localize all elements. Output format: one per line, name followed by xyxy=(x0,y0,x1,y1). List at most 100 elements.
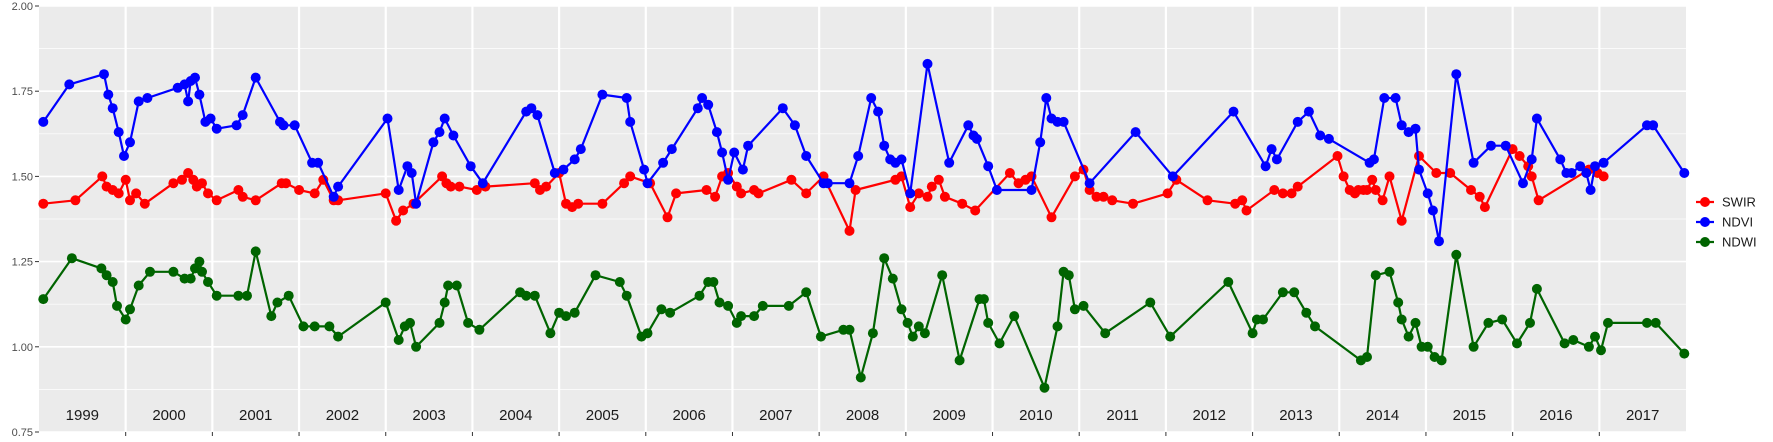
ndvi-point xyxy=(1486,140,1496,151)
swir-point xyxy=(398,205,409,216)
swir-point xyxy=(597,198,608,209)
ndvi-point xyxy=(333,181,344,192)
ndvi-point xyxy=(64,79,75,90)
swir-point xyxy=(113,188,124,199)
year-label: 2005 xyxy=(586,407,619,424)
ndvi-point xyxy=(1575,161,1586,172)
ndwi-point xyxy=(529,290,540,301)
ndvi-point xyxy=(1228,106,1239,117)
ndvi-point xyxy=(844,178,855,189)
ndvi-point xyxy=(1414,164,1424,175)
ndvi-point xyxy=(1130,127,1141,138)
ndvi-point xyxy=(658,157,669,168)
ndwi-point xyxy=(443,280,454,291)
ndwi-point xyxy=(112,300,122,311)
ndvi-point xyxy=(1555,154,1566,165)
year-label: 2011 xyxy=(1106,407,1138,424)
ndwi-point xyxy=(203,277,213,287)
ndwi-point xyxy=(463,317,474,328)
year-label: 1999 xyxy=(66,407,99,424)
ndwi-point xyxy=(439,297,450,308)
swir-point xyxy=(1445,168,1456,178)
ndwi-point xyxy=(1289,287,1300,298)
year-label: 2001 xyxy=(239,407,272,424)
ndvi-point xyxy=(873,106,884,117)
ndwi-point xyxy=(614,277,625,287)
ndwi-point xyxy=(242,290,252,301)
ndwi-point xyxy=(978,294,989,305)
swir-point xyxy=(1370,185,1381,195)
ndwi-point xyxy=(283,290,294,301)
ndwi-point xyxy=(298,321,309,332)
swir-point xyxy=(1162,188,1173,199)
swir-point xyxy=(70,195,81,206)
ndvi-point xyxy=(822,178,833,189)
ndwi-point xyxy=(937,270,948,281)
swir-point xyxy=(1269,185,1280,195)
year-label: 2015 xyxy=(1453,407,1486,424)
ndvi-point xyxy=(1058,116,1069,127)
grid-lines xyxy=(39,5,1686,433)
swir-point xyxy=(131,188,142,199)
swir-point xyxy=(454,181,465,192)
ndwi-point xyxy=(145,266,155,277)
ndwi-point xyxy=(1310,321,1320,332)
ndvi-point xyxy=(963,120,974,131)
swir-point xyxy=(736,188,747,199)
ndwi-point xyxy=(1052,321,1063,332)
swir-point xyxy=(1466,185,1476,195)
ndvi-point xyxy=(1590,161,1600,172)
ndvi-point xyxy=(723,174,734,185)
year-labels: 1999 2000 2001 2002 2003 2004 2005 2006 2007 2008… xyxy=(66,407,1660,424)
ndvi-point xyxy=(183,96,194,107)
ndvi-point xyxy=(575,144,586,155)
ndwi-point xyxy=(1483,317,1494,328)
ndwi-point xyxy=(590,270,601,281)
swir-point xyxy=(1533,195,1544,206)
ndwi-point xyxy=(1100,328,1111,339)
ndvi-point xyxy=(38,116,49,127)
ndwi-point xyxy=(1039,382,1050,393)
legend-label: SWIR xyxy=(1722,195,1756,210)
ndvi-point xyxy=(1648,120,1659,131)
ndvi-point xyxy=(1396,120,1407,131)
ndvi-point xyxy=(1323,133,1334,144)
swir-point xyxy=(203,188,213,199)
series-layer xyxy=(38,58,1690,393)
ndvi-point xyxy=(250,72,261,83)
legend-key-point xyxy=(1700,217,1710,227)
swir-point xyxy=(1098,191,1109,202)
ndwi-point xyxy=(1559,338,1570,349)
swir-point xyxy=(177,174,187,185)
swir-point xyxy=(168,178,179,189)
ndwi-point xyxy=(1223,277,1234,287)
swir-point xyxy=(896,171,907,182)
ndvi-point xyxy=(477,178,488,189)
ndwi-point xyxy=(393,335,404,345)
ndvi-point xyxy=(866,93,877,103)
swir-point xyxy=(97,171,108,182)
ndwi-point xyxy=(1590,331,1600,342)
ndwi-point xyxy=(125,304,135,315)
ndwi-point xyxy=(757,300,768,311)
y-tick-label: 1.00 xyxy=(12,342,33,354)
y-tick-label: 1.25 xyxy=(12,257,33,269)
year-label: 2017 xyxy=(1626,407,1659,424)
ndvi-point xyxy=(922,58,933,69)
swir-point xyxy=(671,188,682,199)
year-label: 2006 xyxy=(672,407,705,424)
ndwi-point xyxy=(1642,317,1652,328)
ndwi-point xyxy=(1078,300,1089,311)
ndvi-point xyxy=(991,185,1002,195)
ndwi-point xyxy=(913,321,924,332)
ndvi-point xyxy=(448,130,459,141)
ndvi-point xyxy=(211,123,222,134)
ndwi-point xyxy=(309,321,320,332)
ndwi-point xyxy=(896,304,907,315)
ndwi-point xyxy=(38,294,49,305)
legend-item-ndwi: NDWI xyxy=(1696,235,1757,250)
ndvi-point xyxy=(1303,106,1314,117)
year-label: 2003 xyxy=(412,407,445,424)
ndvi-point xyxy=(983,161,994,172)
ndvi-point xyxy=(737,164,748,175)
